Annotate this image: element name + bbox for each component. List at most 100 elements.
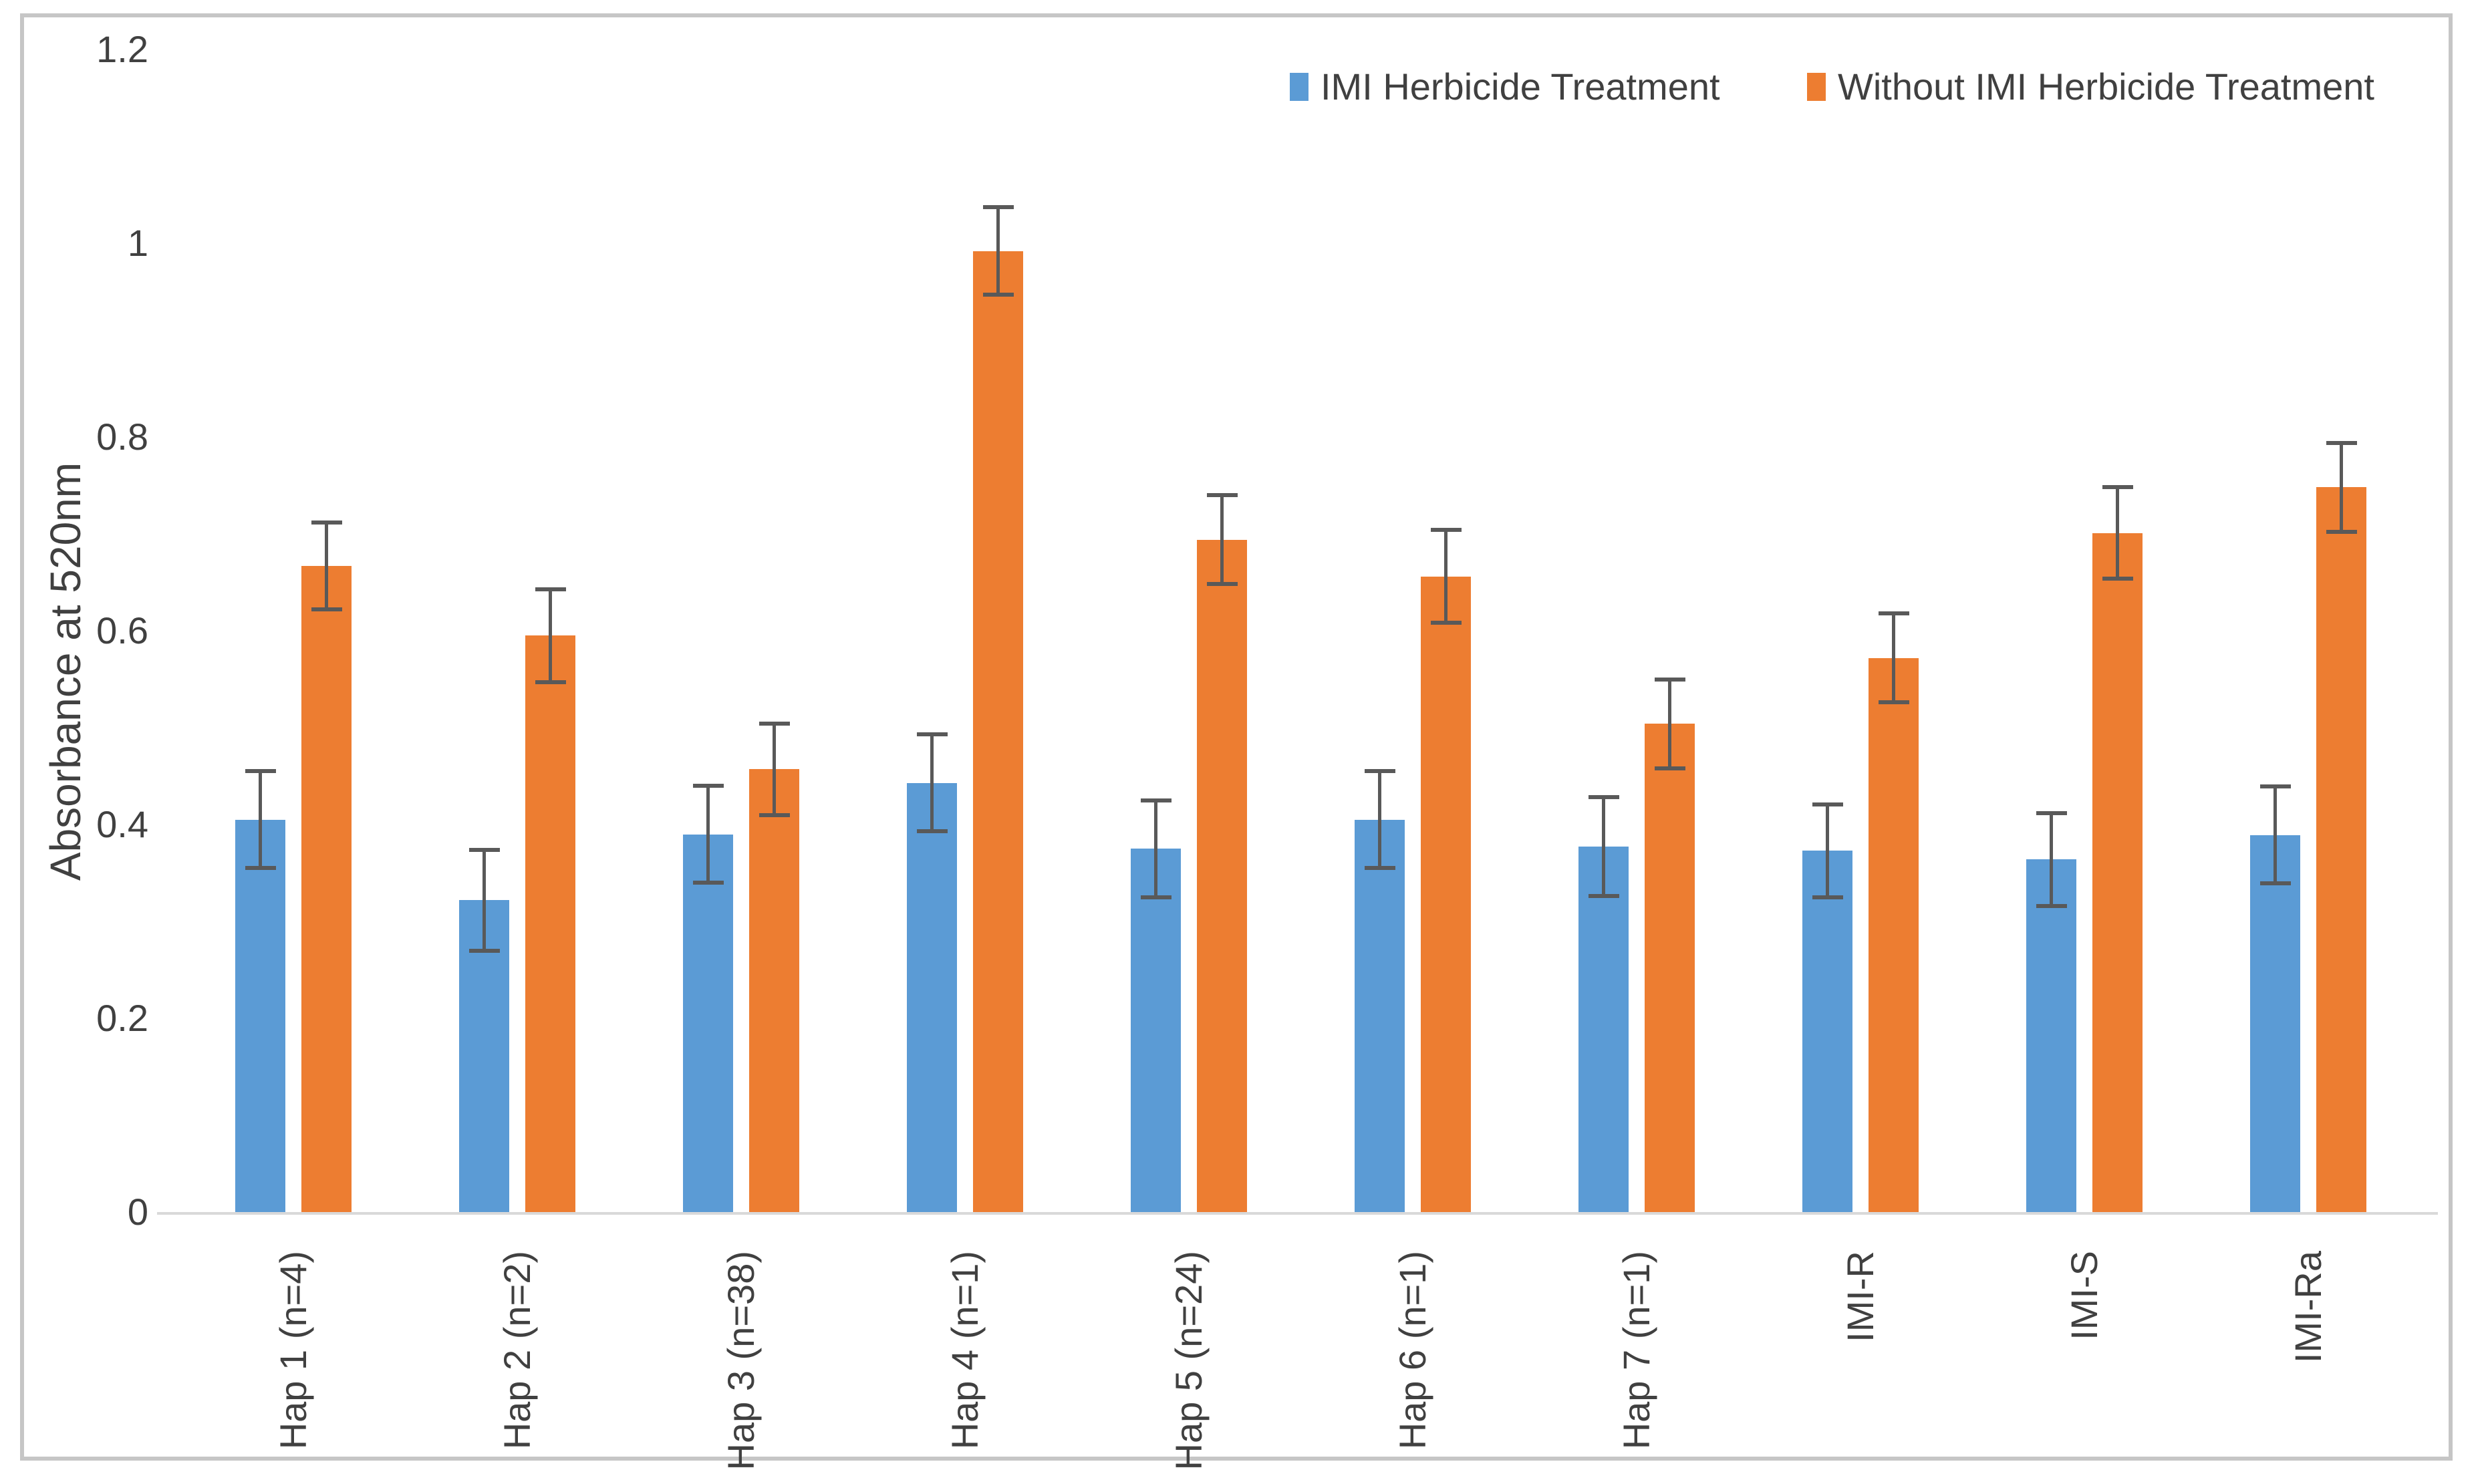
error-bar-stem [482, 849, 486, 951]
error-bar-cap [2102, 485, 2133, 490]
error-bar-stem [1444, 530, 1447, 623]
error-bar-cap [245, 866, 276, 871]
error-bar-stem [773, 724, 776, 815]
x-category-label: Hap 2 (n=2) [496, 1251, 538, 1450]
x-category-label: IMI-R [1839, 1251, 1881, 1342]
error-bar-cap [692, 881, 724, 885]
bar-imi [2250, 835, 2300, 1212]
y-tick-label: 0.2 [96, 997, 148, 1039]
error-bar-stem [1892, 613, 1895, 703]
error-bar-stem [259, 771, 262, 869]
legend-swatch-icon [1290, 73, 1308, 101]
error-bar-cap [535, 680, 566, 684]
error-bar-cap [1654, 677, 1685, 682]
error-bar-stem [1378, 771, 1381, 869]
error-bar-cap [311, 520, 342, 525]
bar-without-imi [1645, 724, 1695, 1212]
error-bar-cap [1206, 493, 1238, 497]
error-bar-cap [1588, 795, 1619, 800]
x-category-label: Hap 7 (n=1) [1615, 1251, 1657, 1450]
error-bar-cap [468, 948, 500, 953]
x-axis-line [157, 1212, 2438, 1215]
bar-without-imi [301, 565, 352, 1212]
error-bar-stem [2340, 442, 2343, 533]
error-bar-cap [2102, 576, 2133, 581]
error-bar-cap [2036, 810, 2067, 815]
error-bar-cap [468, 847, 500, 852]
x-category-label: IMI-Ra [2287, 1251, 2329, 1363]
x-category-label: Hap 1 (n=4) [272, 1251, 314, 1450]
error-bar-cap [1654, 766, 1685, 770]
error-bar-cap [245, 769, 276, 774]
y-tick-label: 0.8 [96, 416, 148, 458]
error-bar-stem [1220, 495, 1224, 585]
error-bar-cap [1878, 700, 1909, 705]
bar-without-imi [749, 769, 799, 1212]
bar-imi [1131, 849, 1181, 1212]
error-bar-stem [2116, 487, 2119, 579]
error-bar-cap [759, 722, 790, 726]
error-bar-cap [1878, 611, 1909, 615]
error-bar-stem [1602, 797, 1605, 897]
error-bar-cap [1364, 769, 1395, 774]
error-bar-cap [311, 607, 342, 612]
y-tick-label: 1 [127, 222, 148, 264]
bar-without-imi [1197, 539, 1247, 1212]
legend-label: IMI Herbicide Treatment [1321, 65, 1720, 108]
error-bar-cap [692, 784, 724, 788]
error-bar-cap [916, 829, 948, 834]
x-category-label: Hap 3 (n=38) [720, 1251, 762, 1471]
error-bar-cap [916, 732, 948, 737]
bar-without-imi [525, 635, 575, 1212]
error-bar-cap [1430, 621, 1462, 625]
error-bar-stem [1826, 804, 1829, 897]
error-bar-stem [1154, 800, 1157, 897]
error-bar-stem [1668, 679, 1671, 768]
error-bar-cap [1430, 528, 1462, 533]
bar-imi [2026, 859, 2076, 1212]
error-bar-stem [930, 734, 934, 832]
error-bar-cap [1206, 582, 1238, 587]
bar-without-imi [2092, 533, 2143, 1212]
error-bar-stem [706, 786, 710, 883]
error-bar-cap [2259, 881, 2291, 886]
error-bar-cap [759, 812, 790, 817]
bar-without-imi [2316, 487, 2366, 1212]
error-bar-stem [2050, 812, 2053, 906]
error-bar-cap [2259, 784, 2291, 789]
x-category-label: Hap 4 (n=1) [944, 1251, 986, 1450]
error-bar-cap [982, 292, 1014, 297]
bar-imi [1355, 819, 1405, 1212]
error-bar-cap [535, 587, 566, 591]
bar-imi [1802, 851, 1852, 1212]
x-category-label: Hap 6 (n=1) [1391, 1251, 1433, 1450]
error-bar-stem [2273, 786, 2277, 884]
bar-without-imi [973, 251, 1023, 1212]
legend-label: Without IMI Herbicide Treatment [1838, 65, 2374, 108]
bar-imi [235, 819, 285, 1212]
y-tick-label: 0 [127, 1191, 148, 1233]
error-bar-cap [2036, 903, 2067, 908]
error-bar-cap [1140, 895, 1171, 899]
bar-imi [907, 782, 957, 1212]
error-bar-cap [1588, 894, 1619, 899]
x-category-label: IMI-S [2063, 1251, 2105, 1340]
error-bar-stem [996, 207, 1000, 295]
legend-swatch-icon [1807, 73, 1826, 101]
error-bar-cap [2326, 530, 2357, 535]
y-tick-label: 0.6 [96, 609, 148, 651]
error-bar-cap [2326, 440, 2357, 445]
y-tick-label: 1.2 [96, 28, 148, 70]
bar-without-imi [1421, 576, 1471, 1212]
y-tick-label: 0.4 [96, 803, 148, 845]
y-axis-title: Absorbance at 520nm [41, 462, 90, 881]
bar-imi [683, 834, 733, 1212]
error-bar-cap [1812, 895, 1843, 899]
bar-imi [1578, 847, 1629, 1212]
error-bar-cap [1812, 802, 1843, 806]
error-bar-cap [1140, 798, 1171, 802]
x-category-label: Hap 5 (n=24) [1167, 1251, 1210, 1471]
bar-without-imi [1869, 657, 1919, 1212]
error-bar-cap [982, 205, 1014, 210]
